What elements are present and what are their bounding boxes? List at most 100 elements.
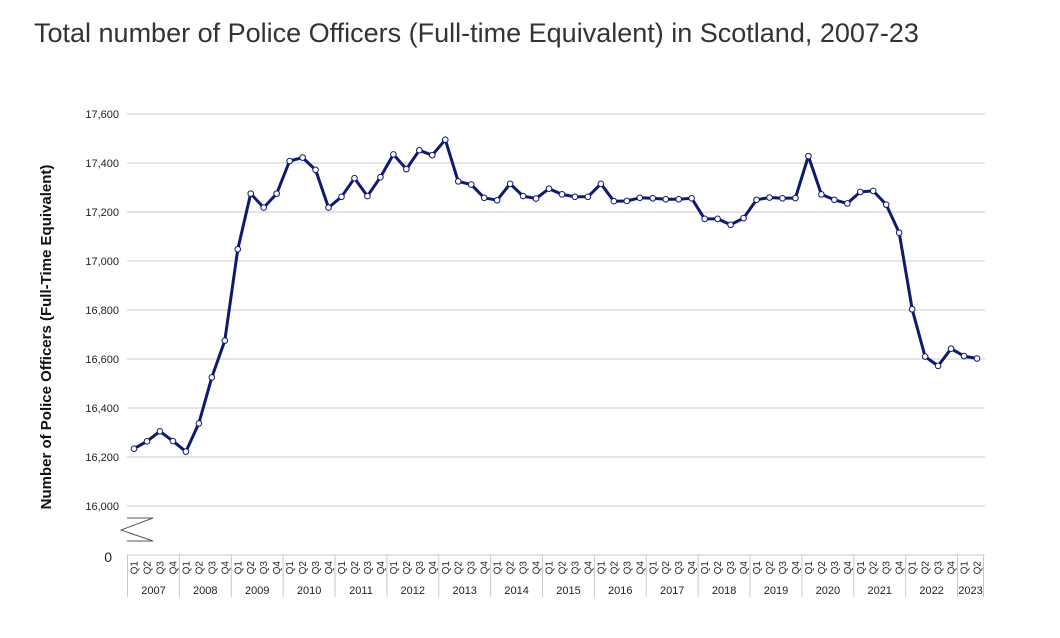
data-point	[532, 195, 540, 202]
data-point	[130, 445, 138, 452]
x-quarter-label: Q1	[960, 561, 971, 575]
x-quarter-label: Q1	[856, 561, 867, 575]
data-point	[325, 204, 332, 211]
y-tick-label: 17,600	[85, 109, 119, 121]
x-quarter-label: Q4	[739, 561, 750, 575]
data-point	[636, 194, 644, 202]
x-quarter-label: Q3	[155, 561, 166, 575]
x-quarter-label: Q3	[467, 561, 478, 575]
data-point	[441, 136, 449, 144]
data-point	[428, 151, 436, 159]
x-quarter-label: Q3	[363, 561, 374, 575]
data-point	[895, 229, 903, 237]
data-point	[831, 196, 838, 204]
x-year-label: 2022	[919, 585, 943, 597]
x-quarter-label: Q3	[726, 561, 737, 575]
series-line	[133, 138, 978, 454]
data-point	[519, 192, 527, 200]
x-quarter-label: Q3	[934, 561, 945, 575]
x-quarter-label: Q1	[908, 561, 919, 575]
axis-labels: 16,000 16,200 16,400 16,600 16,800 17,000 17,2…	[38, 109, 984, 597]
data-point	[390, 151, 397, 158]
x-quarter-label: Q2	[921, 561, 932, 575]
data-point	[584, 193, 592, 201]
data-point	[818, 191, 825, 198]
x-quarter-label: Q1	[596, 561, 607, 575]
axes	[119, 517, 985, 597]
data-point	[260, 204, 267, 211]
y-tick-label: 16,800	[85, 305, 119, 317]
y-tick-label: 16,200	[85, 452, 119, 464]
x-quarter-label: Q4	[687, 561, 698, 575]
data-point	[558, 191, 566, 198]
x-year-label: 2021	[867, 585, 891, 597]
x-quarter-label: Q1	[493, 561, 504, 575]
data-point	[416, 146, 423, 154]
x-year-label: 2012	[401, 585, 425, 597]
data-point	[156, 427, 164, 435]
x-quarter-label: Q1	[285, 561, 296, 575]
data-point	[869, 187, 877, 195]
data-point	[908, 305, 916, 313]
data-point	[247, 190, 255, 197]
gridlines	[127, 113, 985, 507]
data-point	[143, 438, 151, 445]
x-quarter-label: Q2	[713, 561, 724, 575]
y-tick-label: 17,400	[85, 158, 119, 170]
x-quarter-label: Q2	[869, 561, 880, 575]
x-quarter-label: Q1	[233, 561, 244, 575]
x-quarter-label: Q3	[622, 561, 633, 575]
x-quarter-label: Q4	[428, 561, 439, 575]
y-tick-label-zero: 0	[104, 549, 112, 565]
data-point	[597, 180, 605, 188]
data-point	[662, 195, 670, 203]
x-quarter-label: Q3	[674, 561, 685, 575]
x-quarter-label: Q2	[194, 561, 205, 575]
data-point	[364, 192, 371, 200]
x-quarter-label: Q2	[454, 561, 465, 575]
data-point	[571, 193, 579, 201]
x-year-label: 2009	[245, 585, 269, 597]
data-point	[714, 215, 721, 223]
data-point	[545, 185, 553, 193]
x-quarter-label: Q4	[168, 561, 179, 575]
x-quarter-label: Q1	[181, 561, 192, 575]
x-year-label: 2017	[660, 585, 684, 597]
data-point	[947, 345, 955, 353]
data-point	[844, 200, 851, 207]
x-quarter-label: Q3	[830, 561, 841, 575]
x-quarter-label: Q1	[389, 561, 400, 575]
x-year-label: 2019	[764, 585, 788, 597]
x-quarter-label: Q2	[246, 561, 257, 575]
x-year-label: 2023	[958, 585, 982, 597]
data-point	[792, 194, 799, 202]
x-quarter-label: Q1	[752, 561, 763, 575]
x-year-label: 2008	[193, 585, 217, 597]
x-year-label: 2018	[712, 585, 736, 597]
x-quarter-label: Q4	[791, 561, 802, 575]
data-point	[740, 214, 747, 222]
y-tick-label: 16,400	[85, 403, 119, 415]
data-point	[727, 221, 734, 229]
x-quarter-label: Q3	[207, 561, 218, 575]
data-point	[403, 165, 410, 173]
x-quarter-label: Q2	[506, 561, 517, 575]
data-point	[960, 352, 968, 360]
x-year-label: 2007	[141, 585, 165, 597]
data-point	[467, 181, 475, 188]
x-quarter-label: Q2	[661, 561, 672, 575]
data-point	[182, 448, 190, 455]
data-point	[623, 197, 631, 205]
y-tick-label: 17,200	[85, 207, 119, 219]
x-quarter-label: Q3	[882, 561, 893, 575]
data-point	[688, 194, 695, 202]
x-year-label: 2016	[608, 585, 632, 597]
data-point	[169, 437, 177, 445]
data-point	[234, 245, 242, 253]
x-quarter-label: Q3	[311, 561, 322, 575]
x-quarter-label: Q3	[519, 561, 530, 575]
x-quarter-label: Q4	[635, 561, 646, 575]
data-point	[208, 374, 216, 381]
data-point	[377, 173, 384, 181]
